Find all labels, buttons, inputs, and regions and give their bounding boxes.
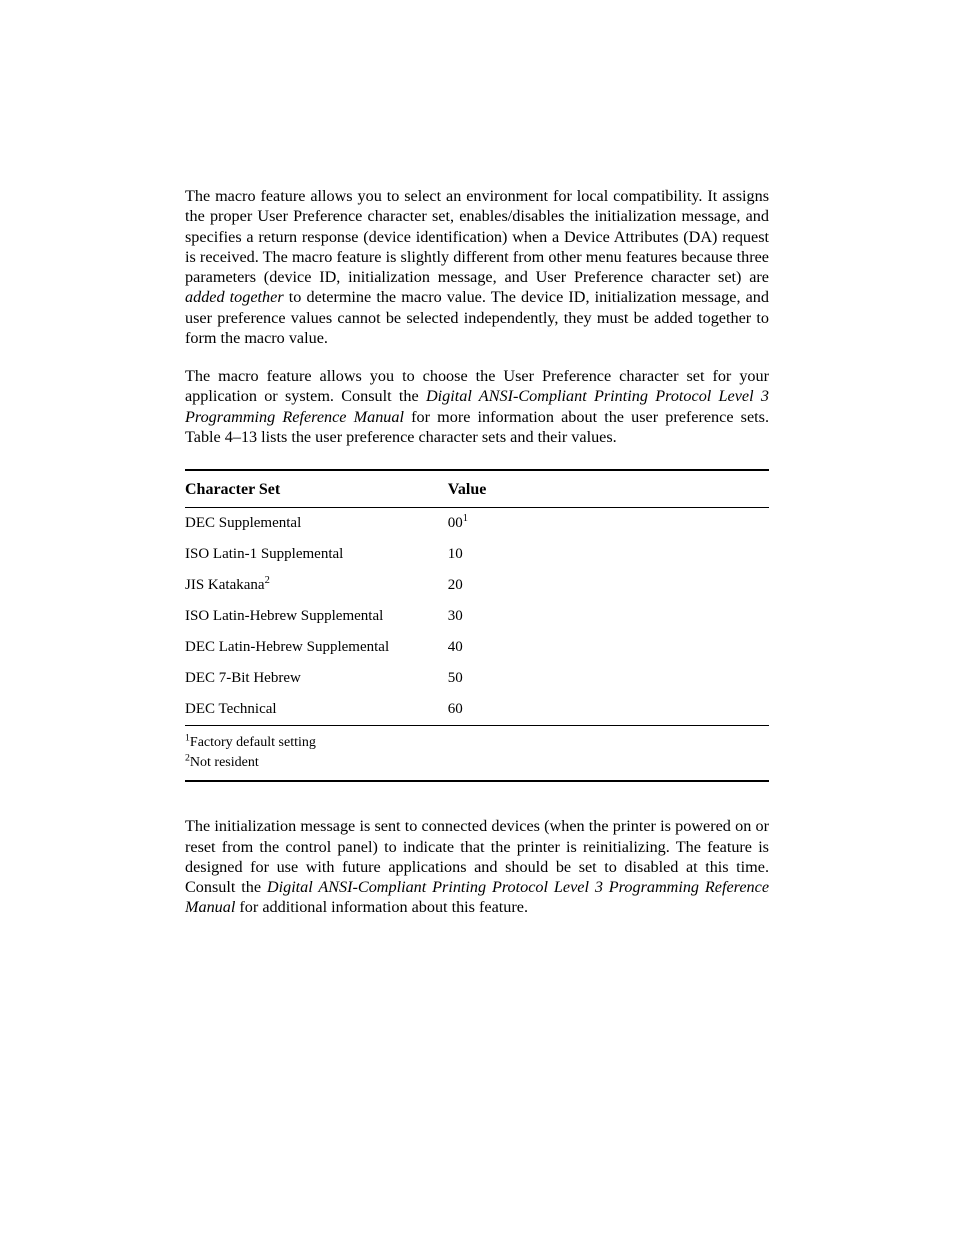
- table-cell-charset: ISO Latin-Hebrew Supplemental: [185, 601, 448, 632]
- charset-text: DEC 7-Bit Hebrew: [185, 670, 301, 686]
- table-cell-value: 30: [448, 601, 769, 632]
- charset-sup: 2: [265, 575, 270, 586]
- table-cell-value: 50: [448, 663, 769, 694]
- charset-text: JIS Katakana: [185, 577, 265, 593]
- table-cell-charset: ISO Latin-1 Supplemental: [185, 539, 448, 570]
- table-cell-value: 60: [448, 694, 769, 726]
- table-cell-charset: DEC Latin-Hebrew Supplemental: [185, 632, 448, 663]
- page: The macro feature allows you to select a…: [0, 0, 954, 1235]
- spacer: [185, 782, 769, 800]
- table-cell-charset: DEC Technical: [185, 694, 448, 726]
- paragraph-1-part-a: The macro feature allows you to select a…: [185, 187, 769, 286]
- charset-text: DEC Latin-Hebrew Supplemental: [185, 639, 389, 655]
- table-header-charset: Character Set: [185, 470, 448, 508]
- charset-text: ISO Latin-Hebrew Supplemental: [185, 608, 383, 624]
- table-cell-value: 10: [448, 539, 769, 570]
- charset-text: ISO Latin-1 Supplemental: [185, 546, 343, 562]
- paragraph-2: The macro feature allows you to choose t…: [185, 366, 769, 447]
- charset-text: DEC Technical: [185, 701, 277, 717]
- table-footnotes: 1Factory default setting 2Not resident: [185, 726, 769, 782]
- table-row: DEC Technical 60: [185, 694, 769, 726]
- table-header-row: Character Set Value: [185, 470, 769, 508]
- table-header-value: Value: [448, 470, 769, 508]
- table-cell-value: 40: [448, 632, 769, 663]
- value-text: 60: [448, 701, 463, 717]
- value-text: 10: [448, 546, 463, 562]
- paragraph-1-emph: added together: [185, 288, 284, 306]
- paragraph-3: The initialization message is sent to co…: [185, 816, 769, 917]
- table-cell-charset: JIS Katakana2: [185, 570, 448, 601]
- charset-text: DEC Supplemental: [185, 515, 301, 531]
- table-row: DEC Latin-Hebrew Supplemental 40: [185, 632, 769, 663]
- table-row: ISO Latin-Hebrew Supplemental 30: [185, 601, 769, 632]
- table-row: JIS Katakana2 20: [185, 570, 769, 601]
- table-row: ISO Latin-1 Supplemental 10: [185, 539, 769, 570]
- footnote-text: Not resident: [190, 755, 259, 770]
- table-footnotes-row: 1Factory default setting 2Not resident: [185, 726, 769, 782]
- value-text: 30: [448, 608, 463, 624]
- table-row: DEC Supplemental 001: [185, 508, 769, 540]
- value-text: 00: [448, 515, 463, 531]
- paragraph-3-part-b: for additional information about this fe…: [235, 898, 528, 916]
- table-body: DEC Supplemental 001 ISO Latin-1 Supplem…: [185, 508, 769, 782]
- paragraph-1: The macro feature allows you to select a…: [185, 186, 769, 348]
- value-text: 50: [448, 670, 463, 686]
- table-cell-value: 20: [448, 570, 769, 601]
- value-sup: 1: [463, 513, 468, 524]
- value-text: 20: [448, 577, 463, 593]
- table-cell-charset: DEC Supplemental: [185, 508, 448, 540]
- value-text: 40: [448, 639, 463, 655]
- footnote-text: Factory default setting: [190, 735, 316, 750]
- table-cell-charset: DEC 7-Bit Hebrew: [185, 663, 448, 694]
- footnote: 2Not resident: [185, 753, 769, 773]
- table-cell-value: 001: [448, 508, 769, 540]
- table-row: DEC 7-Bit Hebrew 50: [185, 663, 769, 694]
- footnote: 1Factory default setting: [185, 733, 769, 753]
- character-set-table: Character Set Value DEC Supplemental 001…: [185, 469, 769, 782]
